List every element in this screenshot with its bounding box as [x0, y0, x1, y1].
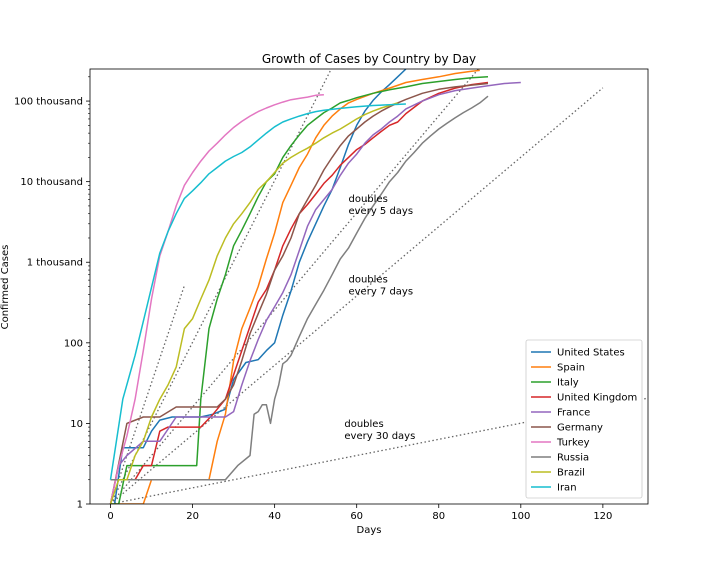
- reference-line-2-days: [109, 285, 185, 504]
- legend-entry: Germany: [557, 423, 603, 434]
- series-lines: [109, 69, 521, 504]
- y-tick-label: 10 thousand: [20, 177, 83, 188]
- annotation-label: doubles every 30 days: [344, 419, 415, 442]
- reference-line-5-days: [110, 69, 480, 504]
- annotations: doubles every 5 days doubles every 7 days do…: [344, 194, 415, 442]
- x-tick-label: 60: [350, 511, 363, 522]
- annotation-label: doubles every 7 days: [348, 275, 413, 298]
- chart-title: Growth of Cases by Country by Day: [262, 52, 476, 66]
- series-line-united-states: [113, 69, 407, 504]
- series-line-italy: [110, 76, 489, 504]
- series-line-germany: [109, 82, 489, 504]
- x-tick-label: 20: [186, 511, 199, 522]
- legend-entry: Russia: [557, 453, 589, 464]
- legend: United States Spain Italy United Kingdom Fra…: [525, 339, 643, 499]
- legend-entry: France: [557, 408, 590, 419]
- y-tick-label: 1: [77, 500, 83, 511]
- legend-entry: Italy: [557, 378, 579, 389]
- legend-box: [525, 339, 643, 499]
- series-line-france: [109, 81, 521, 504]
- y-axis-label: Confirmed Cases: [0, 245, 11, 330]
- y-axis: 1 10 100 1 thousand 10 thousand 100 thousand: [14, 76, 90, 511]
- series-line-spain: [110, 69, 480, 504]
- x-tick-label: 0: [107, 511, 113, 522]
- x-tick-label: 80: [432, 511, 445, 522]
- series-line-brazil: [109, 102, 398, 504]
- legend-entry: Iran: [557, 483, 577, 494]
- x-tick-label: 40: [268, 511, 281, 522]
- y-tick-label: 100 thousand: [14, 97, 83, 108]
- legend-entry: United Kingdom: [557, 393, 637, 404]
- legend-entry: Brazil: [557, 468, 585, 479]
- reference-line-7-days: [110, 87, 604, 504]
- series-line-iran: [109, 103, 406, 480]
- x-axis-label: Days: [357, 525, 382, 536]
- series-line-turkey: [109, 93, 324, 504]
- legend-entry: Spain: [557, 363, 585, 374]
- series-line-russia: [110, 95, 489, 481]
- x-axis: 0 20 40 60 80 100 120: [107, 504, 612, 522]
- x-tick-label: 100: [511, 511, 530, 522]
- legend-entry: Turkey: [556, 438, 590, 449]
- annotation-label: doubles every 5 days: [348, 194, 413, 217]
- x-tick-label: 120: [593, 511, 612, 522]
- y-tick-label: 10: [70, 419, 83, 430]
- y-tick-label: 100: [64, 338, 83, 349]
- legend-entry: United States: [557, 348, 625, 359]
- y-tick-label: 1 thousand: [27, 258, 83, 269]
